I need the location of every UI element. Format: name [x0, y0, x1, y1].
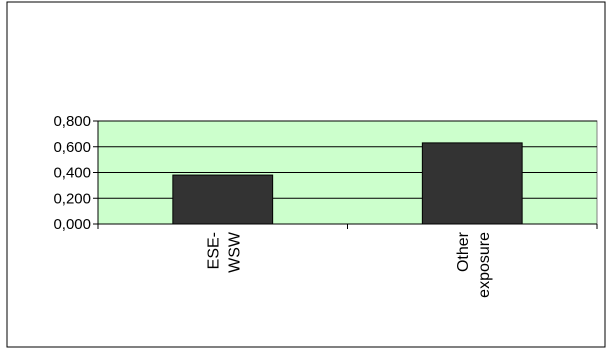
x-tick-label-line: exposure [476, 232, 493, 298]
x-tick-label-line: Other [455, 231, 472, 272]
x-tick-labels: ESE- WSW Other exposure [205, 231, 493, 298]
y-tick-label: 0,200 [53, 190, 91, 207]
bar [421, 142, 523, 225]
y-tick-label: 0,000 [53, 216, 91, 233]
axes [93, 120, 598, 229]
y-tick-label: 0,800 [53, 113, 91, 130]
x-tick-label: Other exposure [455, 231, 493, 298]
y-tick-labels: 0,000 0,200 0,400 0,600 0,800 [53, 113, 91, 233]
x-tick-label: ESE- WSW [205, 231, 243, 273]
x-tick-label-line: ESE- [205, 232, 222, 269]
bars [172, 142, 523, 225]
y-tick-label: 0,600 [53, 139, 91, 156]
bar [172, 174, 274, 225]
x-tick-label-line: WSW [226, 231, 243, 273]
y-tick-label: 0,400 [53, 165, 91, 182]
